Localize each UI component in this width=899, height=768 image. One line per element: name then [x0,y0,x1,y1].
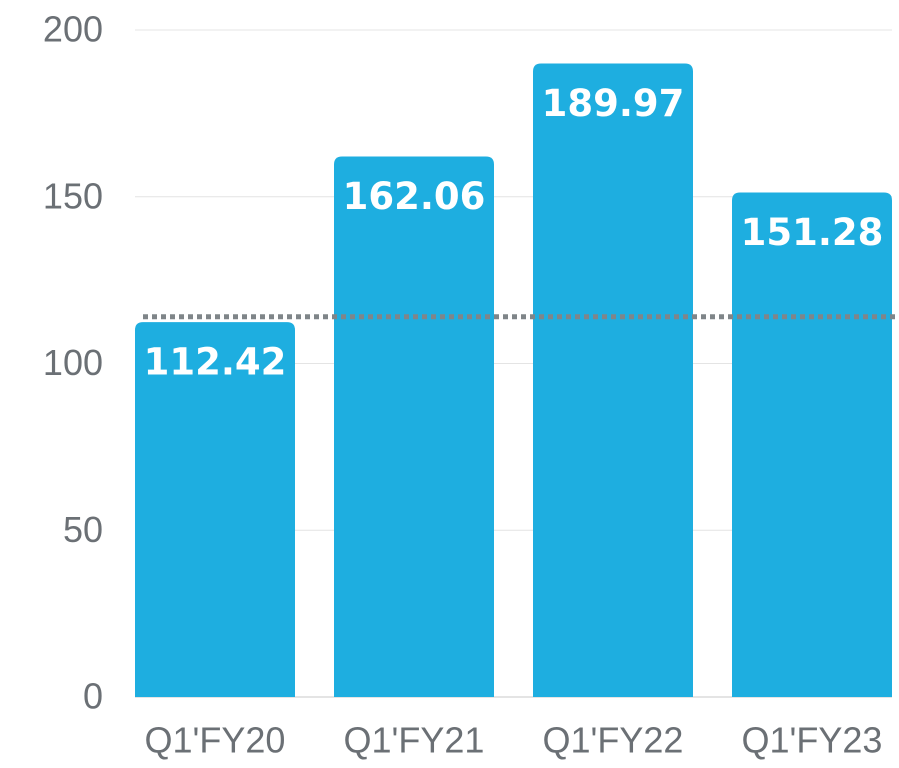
y-tick-label: 0 [83,676,103,717]
y-tick-label: 100 [43,342,103,383]
bar [334,156,494,697]
x-tick-label: Q1'FY20 [145,720,286,761]
value-label: 189.97 [542,82,685,125]
x-tick-label: Q1'FY22 [543,720,684,761]
bar [732,192,892,697]
x-tick-label: Q1'FY23 [742,720,883,761]
value-label: 151.28 [741,211,884,254]
x-tick-label: Q1'FY21 [344,720,485,761]
value-label: 112.42 [144,341,287,384]
bar [533,63,693,697]
value-label: 162.06 [343,175,486,218]
y-tick-label: 200 [43,9,103,50]
bar [135,322,295,697]
y-tick-label: 50 [63,509,103,550]
y-tick-label: 150 [43,175,103,216]
